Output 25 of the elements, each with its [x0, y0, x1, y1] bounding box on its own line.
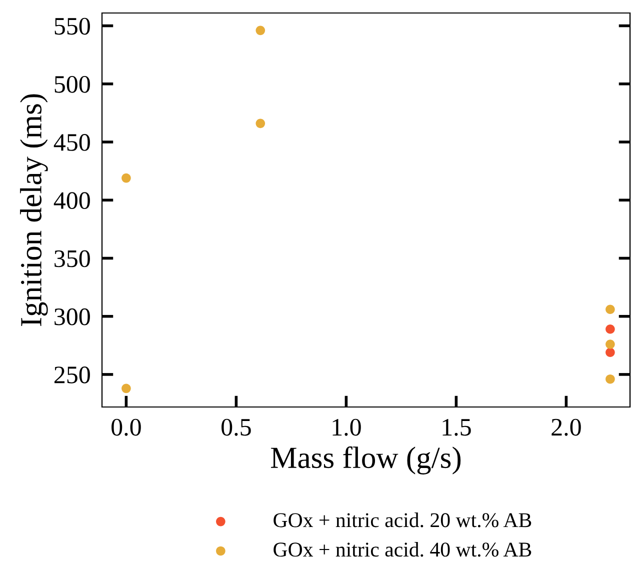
point	[606, 348, 615, 358]
y-tick-label: 450	[54, 134, 90, 151]
x-tick-label: 1.0	[332, 418, 361, 436]
x-tick-label: 0.0	[112, 418, 141, 436]
y-tick-label: 400	[54, 192, 90, 210]
point	[256, 26, 266, 36]
x-tick-label: 2.0	[552, 418, 581, 436]
legend-label: GOx + nitric acid. 20 wt.% AB	[274, 512, 532, 528]
y-tick-label: 550	[54, 18, 90, 35]
x-tick-label: 0.5	[222, 418, 251, 436]
point	[256, 118, 266, 128]
y-tick-label: 350	[54, 250, 90, 268]
point	[606, 324, 615, 334]
y-tick-label: 500	[54, 76, 90, 93]
x-axis-title: Mass flow (g/s)	[270, 446, 461, 474]
point	[606, 374, 615, 384]
point	[606, 340, 615, 349]
x-tick-label: 1.5	[442, 418, 471, 436]
y-tick-label: 300	[54, 308, 90, 326]
y-tick-label: 250	[54, 366, 90, 384]
legend-label: GOx + nitric acid. 40 wt.% AB	[274, 542, 532, 557]
y-axis-title: Ignition delay (ms)	[20, 94, 48, 326]
point	[122, 384, 131, 394]
point	[122, 173, 131, 183]
point	[606, 304, 615, 314]
